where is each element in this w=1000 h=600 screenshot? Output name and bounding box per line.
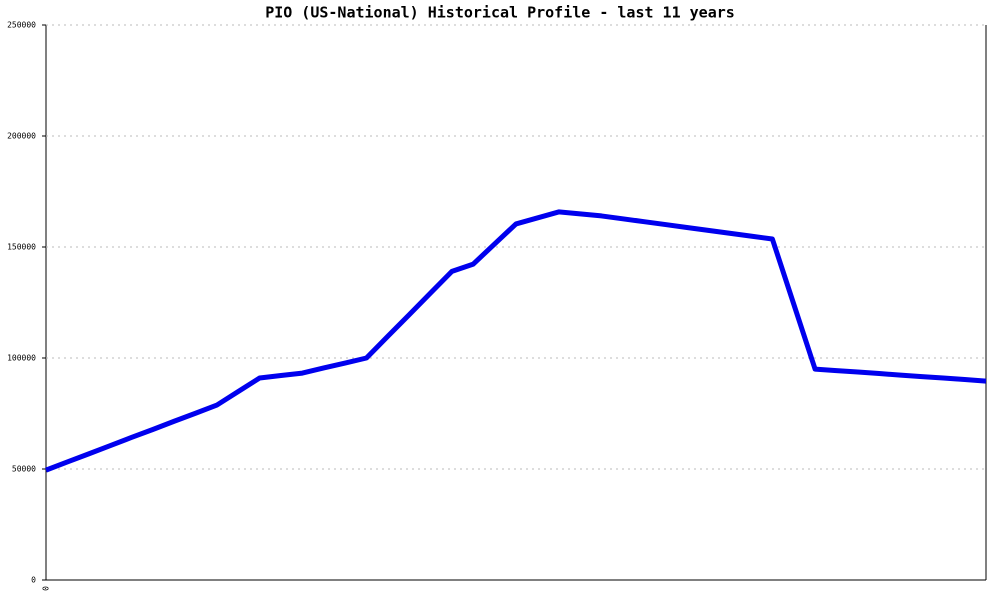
y-tick-label: 250000 bbox=[7, 21, 36, 30]
chart-title: PIO (US-National) Historical Profile - l… bbox=[265, 4, 735, 22]
data-line bbox=[45, 209, 987, 473]
y-tick-label: 100000 bbox=[7, 354, 36, 363]
y-tick-label: 150000 bbox=[7, 243, 36, 252]
y-tick-label: 200000 bbox=[7, 132, 36, 141]
y-tick-label: 0 bbox=[31, 576, 36, 585]
y-tick-label: 50000 bbox=[12, 465, 36, 474]
x-tick-label: 0 bbox=[42, 586, 51, 591]
